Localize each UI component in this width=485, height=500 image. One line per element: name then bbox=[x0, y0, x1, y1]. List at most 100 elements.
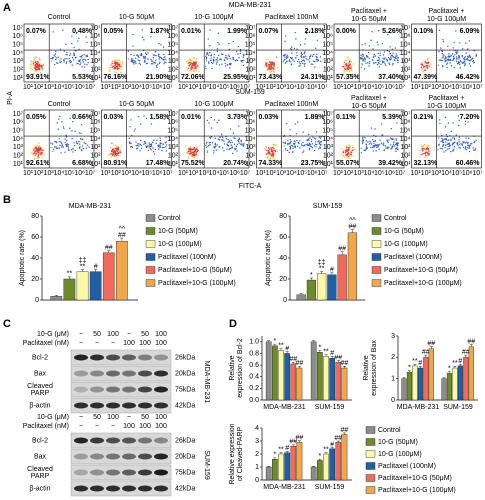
x-tick-label: 10⁵ bbox=[374, 84, 385, 91]
protein-name: PARP bbox=[31, 473, 50, 480]
event-dot bbox=[389, 56, 392, 59]
y-tick-label: 60 bbox=[279, 234, 287, 241]
event-dot bbox=[37, 151, 39, 154]
event-dot bbox=[466, 57, 468, 59]
event-dot bbox=[143, 141, 146, 143]
event-dot bbox=[209, 137, 212, 139]
event-dot bbox=[378, 66, 381, 68]
event-dot bbox=[191, 66, 194, 68]
event-dot bbox=[196, 155, 198, 157]
event-dot bbox=[441, 57, 443, 59]
event-dot bbox=[455, 134, 457, 136]
event-dot bbox=[31, 151, 33, 154]
error-bar bbox=[94, 269, 98, 272]
event-dot bbox=[469, 56, 471, 58]
bar bbox=[417, 367, 423, 401]
event-dot bbox=[314, 60, 316, 63]
significance-mark: ## bbox=[296, 435, 304, 442]
event-dot bbox=[425, 154, 427, 156]
event-dot bbox=[351, 147, 354, 149]
event-dot bbox=[450, 150, 452, 153]
event-dot bbox=[304, 51, 306, 53]
event-dot bbox=[395, 138, 397, 140]
event-dot bbox=[395, 53, 397, 55]
y-axis-label: of Cleaved-PARP bbox=[237, 427, 244, 482]
event-dot bbox=[145, 117, 148, 120]
event-dot bbox=[155, 59, 157, 62]
event-dot bbox=[223, 140, 225, 142]
event-dot bbox=[391, 147, 393, 149]
y-tick-label: 10⁵ bbox=[245, 128, 256, 135]
blot-band bbox=[138, 469, 152, 476]
event-dot bbox=[186, 152, 189, 155]
event-dot bbox=[207, 146, 209, 148]
event-dot bbox=[348, 144, 350, 147]
significance-mark: ## bbox=[341, 360, 349, 367]
event-dot bbox=[127, 58, 130, 60]
event-dot bbox=[118, 64, 120, 67]
event-dot bbox=[442, 56, 445, 58]
event-dot bbox=[78, 147, 81, 150]
blot-band bbox=[106, 354, 120, 361]
protein-name: Bcl-2 bbox=[32, 354, 48, 361]
event-dot bbox=[294, 141, 296, 143]
event-dot bbox=[83, 58, 85, 61]
event-dot bbox=[384, 63, 386, 65]
event-dot bbox=[154, 148, 157, 151]
event-dot bbox=[157, 55, 160, 57]
event-dot bbox=[361, 63, 363, 65]
error-bar bbox=[424, 354, 428, 358]
event-dot bbox=[295, 38, 297, 40]
event-dot bbox=[65, 145, 68, 148]
y-tick-label: 10⁷ bbox=[13, 25, 24, 32]
x-tick-label: 10² bbox=[343, 84, 354, 91]
event-dot bbox=[365, 55, 368, 57]
blot-band bbox=[106, 469, 120, 476]
event-dot bbox=[377, 56, 380, 59]
event-dot bbox=[270, 65, 273, 68]
event-dot bbox=[290, 63, 293, 66]
event-dot bbox=[302, 59, 304, 62]
event-dot bbox=[444, 126, 447, 128]
event-dot bbox=[428, 62, 430, 64]
event-dot bbox=[387, 33, 389, 36]
y-tick-label: 10⁶ bbox=[90, 119, 101, 126]
bar bbox=[296, 294, 306, 301]
event-dot bbox=[36, 157, 38, 160]
event-dot bbox=[76, 142, 78, 144]
event-dot bbox=[306, 143, 309, 145]
event-dot bbox=[111, 153, 113, 155]
event-dot bbox=[37, 65, 40, 67]
event-dot bbox=[213, 53, 216, 56]
event-dot bbox=[382, 57, 384, 59]
event-dot bbox=[189, 63, 191, 66]
event-dot bbox=[271, 147, 273, 149]
event-dot bbox=[273, 65, 276, 68]
event-dot bbox=[208, 62, 210, 64]
event-dot bbox=[362, 141, 364, 143]
event-dot bbox=[422, 149, 424, 151]
event-dot bbox=[441, 52, 443, 55]
protein-size: 26kDa bbox=[175, 437, 195, 444]
event-dot bbox=[113, 66, 115, 69]
event-dot bbox=[382, 142, 385, 144]
event-dot bbox=[269, 62, 272, 64]
event-dot bbox=[228, 140, 231, 142]
event-dot bbox=[229, 67, 231, 69]
legend-swatch bbox=[145, 279, 156, 287]
event-dot bbox=[423, 66, 425, 69]
event-dot bbox=[375, 61, 377, 64]
event-dot bbox=[467, 144, 469, 146]
event-dot bbox=[31, 153, 33, 155]
event-dot bbox=[229, 141, 232, 144]
event-dot bbox=[466, 147, 469, 149]
event-dot bbox=[187, 62, 189, 64]
quadrant-percent: 0.05% bbox=[26, 114, 47, 121]
event-dot bbox=[33, 57, 36, 59]
event-dot bbox=[30, 60, 32, 63]
event-dot bbox=[188, 146, 190, 149]
event-dot bbox=[289, 48, 292, 50]
event-dot bbox=[350, 153, 352, 156]
event-dot bbox=[294, 123, 296, 125]
plot-frame bbox=[101, 23, 172, 83]
